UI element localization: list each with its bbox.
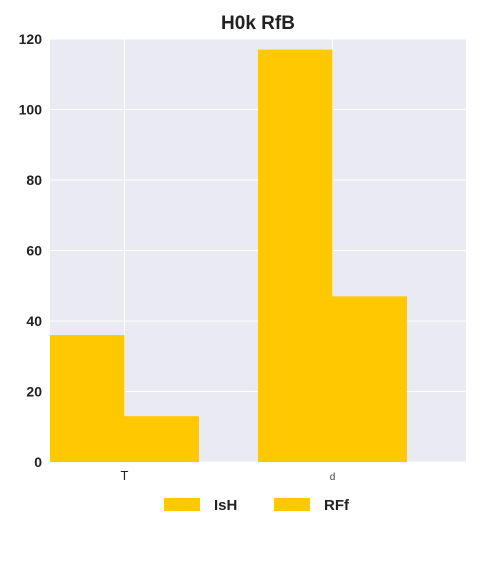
y-tick-label: 20 — [26, 384, 42, 400]
legend-swatch — [274, 498, 310, 511]
legend-label: IsH — [214, 497, 237, 514]
y-tick-label: 40 — [26, 313, 42, 329]
x-tick-label: d — [330, 472, 336, 483]
y-tick-label: 120 — [19, 31, 43, 47]
x-tick-label: T — [121, 468, 129, 483]
legend: IsH RFf — [164, 497, 350, 514]
y-tick-label: 80 — [26, 172, 42, 188]
chart-title: H0k RfB — [221, 13, 295, 34]
y-tick-label: 0 — [34, 454, 42, 470]
bars-group — [50, 49, 407, 462]
bar-d-RFf — [332, 296, 407, 462]
legend-swatch — [164, 498, 200, 511]
y-tick-label: 100 — [19, 102, 43, 118]
bar-d-IsH — [258, 49, 333, 462]
bar-T-RFf — [124, 416, 199, 462]
y-tick-label: 60 — [26, 243, 42, 259]
bar-T-IsH — [50, 335, 125, 462]
y-axis-ticks: 0 20 40 60 80 100 120 — [19, 31, 43, 470]
legend-label: RFf — [324, 497, 350, 514]
